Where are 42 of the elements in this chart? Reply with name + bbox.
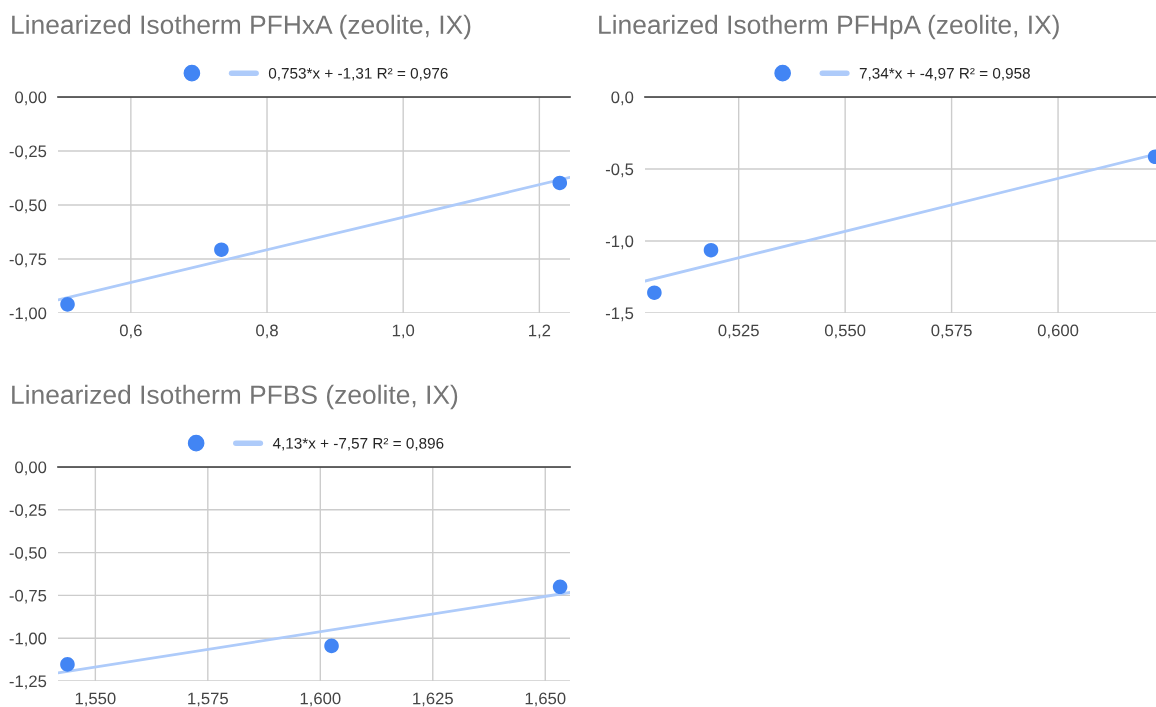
x-tick-label: 0,575 [931,324,972,339]
y-tick-label: -0,50 [9,547,47,561]
chart-title: Linearized Isotherm PFHxA (zeolite, IX) [12,14,471,40]
x-tick-label: 1,600 [300,692,341,707]
x-tick-label: 0,6 [119,324,142,339]
x-tick-label: 1,2 [529,324,551,339]
y-tick-label: -1,5 [605,307,634,322]
x-tick-label: 1,575 [188,692,228,707]
x-tick-label: 0,550 [824,324,866,339]
y-tick-label: 0,00 [15,461,47,476]
y-tick-label: -0,25 [9,504,47,518]
point [60,297,75,312]
point [60,657,75,672]
y-tick-label: -0,75 [9,589,47,604]
x-tick-label: 0,525 [718,324,759,339]
legend-label: 7,34*x + -4,97 R² = 0,958 [859,67,1030,81]
point [552,579,568,595]
legend-label: 4,13*x + -7,57 R² = 0,896 [272,437,444,451]
y-tick-label: 0,0 [611,91,634,106]
point [214,242,229,257]
x-tick-label: 1,650 [525,692,566,707]
x-tick-label: 0,600 [1037,324,1079,339]
y-tick-label: -1,0 [605,235,634,250]
y-tick-label: -0,25 [9,145,47,160]
y-tick-label: -0,5 [605,163,634,178]
y-tick-label: -1,25 [9,675,47,690]
legend-label: 0,753*x + -1,31 R² = 0,976 [268,67,448,81]
y-tick-label: -0,50 [9,199,47,214]
y-tick-label: -1,00 [9,632,47,647]
chart-title: Linearized Isotherm PFBS (zeolite, IX) [12,384,458,410]
y-tick-label: -0,75 [9,253,47,268]
x-tick-label: 1,625 [413,692,453,707]
point [703,242,719,258]
point [552,175,568,191]
chart-title: Linearized Isotherm PFHpA (zeolite, IX) [599,14,1059,40]
point [647,285,662,300]
x-tick-label: 1,550 [75,692,116,707]
y-tick-label: 0,00 [15,91,47,106]
x-tick-label: 0,8 [256,324,278,339]
y-tick-label: -1,00 [9,307,47,322]
x-tick-label: 1,0 [392,324,415,339]
point [324,638,339,654]
